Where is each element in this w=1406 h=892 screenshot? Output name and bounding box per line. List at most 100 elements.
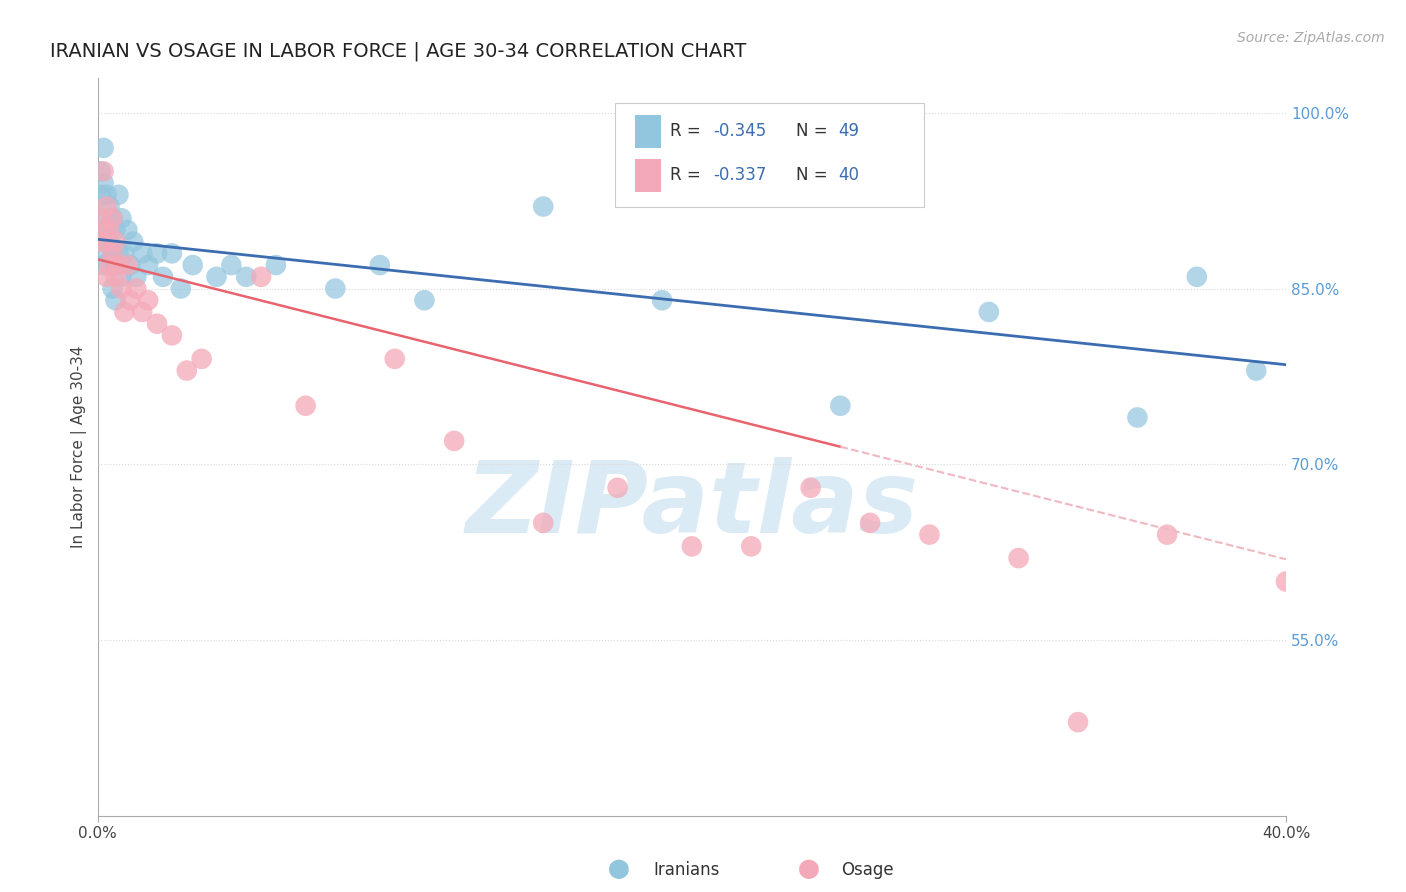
Point <box>96 269 118 284</box>
Point <box>110 211 132 226</box>
Point <box>1244 363 1267 377</box>
FancyBboxPatch shape <box>634 159 661 192</box>
Point <box>101 246 124 260</box>
Point <box>104 269 127 284</box>
Point <box>104 223 127 237</box>
Point <box>120 258 142 272</box>
Point <box>131 305 153 319</box>
Point <box>190 351 212 366</box>
Point <box>859 516 882 530</box>
Point <box>740 540 762 554</box>
Point <box>1185 269 1208 284</box>
Text: Iranians: Iranians <box>654 861 720 879</box>
FancyBboxPatch shape <box>614 103 924 207</box>
Text: ⬤: ⬤ <box>607 860 630 880</box>
Point <box>104 258 127 272</box>
Point <box>176 363 198 377</box>
Text: -0.345: -0.345 <box>713 121 766 140</box>
Point <box>93 176 115 190</box>
Point <box>101 281 124 295</box>
Point <box>160 246 183 260</box>
Point <box>1156 527 1178 541</box>
Y-axis label: In Labor Force | Age 30-34: In Labor Force | Age 30-34 <box>72 345 87 548</box>
Point <box>112 305 135 319</box>
Text: N =: N = <box>796 121 834 140</box>
Point <box>235 269 257 284</box>
Point <box>413 293 436 308</box>
Text: R =: R = <box>671 166 706 184</box>
Point <box>107 258 129 272</box>
Text: IRANIAN VS OSAGE IN LABOR FORCE | AGE 30-34 CORRELATION CHART: IRANIAN VS OSAGE IN LABOR FORCE | AGE 30… <box>51 42 747 62</box>
Point <box>117 258 139 272</box>
Point <box>221 258 243 272</box>
Point <box>146 317 169 331</box>
Point <box>800 481 823 495</box>
Point <box>107 246 129 260</box>
Point <box>160 328 183 343</box>
Point <box>136 293 159 308</box>
Point <box>96 246 118 260</box>
Point <box>122 235 145 249</box>
Point <box>125 281 148 295</box>
Point <box>101 211 124 226</box>
Point <box>531 200 554 214</box>
Point <box>384 351 406 366</box>
Point <box>93 258 115 272</box>
Point <box>918 527 941 541</box>
Point <box>110 269 132 284</box>
Point <box>443 434 465 448</box>
Text: -0.337: -0.337 <box>713 166 766 184</box>
Point <box>120 293 142 308</box>
Text: ⬤: ⬤ <box>797 860 820 880</box>
Point <box>136 258 159 272</box>
Point <box>93 223 115 237</box>
Point <box>1007 551 1029 566</box>
Point <box>104 293 127 308</box>
Text: 49: 49 <box>838 121 859 140</box>
Point <box>101 211 124 226</box>
Point <box>323 281 346 295</box>
Text: R =: R = <box>671 121 706 140</box>
Point <box>101 246 124 260</box>
Point <box>830 399 852 413</box>
Text: N =: N = <box>796 166 834 184</box>
Text: Osage: Osage <box>841 861 893 879</box>
Text: ZIPatlas: ZIPatlas <box>465 458 918 554</box>
Point <box>96 187 118 202</box>
Point <box>531 516 554 530</box>
Text: 40: 40 <box>838 166 859 184</box>
Point <box>651 293 673 308</box>
Point <box>98 258 121 272</box>
Point <box>294 399 316 413</box>
Point <box>131 246 153 260</box>
Point <box>90 187 112 202</box>
Point <box>681 540 703 554</box>
Point <box>117 223 139 237</box>
Point <box>264 258 287 272</box>
Point <box>250 269 273 284</box>
Point <box>368 258 391 272</box>
Point <box>1126 410 1149 425</box>
FancyBboxPatch shape <box>634 114 661 148</box>
Point <box>112 246 135 260</box>
Point <box>1067 715 1090 730</box>
Point <box>98 200 121 214</box>
Point <box>205 269 228 284</box>
Point <box>104 235 127 249</box>
Point <box>152 269 174 284</box>
Point <box>93 223 115 237</box>
Point <box>146 246 169 260</box>
Point <box>96 235 118 249</box>
Point <box>90 211 112 226</box>
Point <box>90 164 112 178</box>
Point <box>170 281 193 295</box>
Point <box>96 223 118 237</box>
Point <box>606 481 628 495</box>
Point <box>90 211 112 226</box>
Point <box>98 258 121 272</box>
Point <box>977 305 1000 319</box>
Point <box>125 269 148 284</box>
Point <box>107 187 129 202</box>
Text: Source: ZipAtlas.com: Source: ZipAtlas.com <box>1237 31 1385 45</box>
Point <box>98 235 121 249</box>
